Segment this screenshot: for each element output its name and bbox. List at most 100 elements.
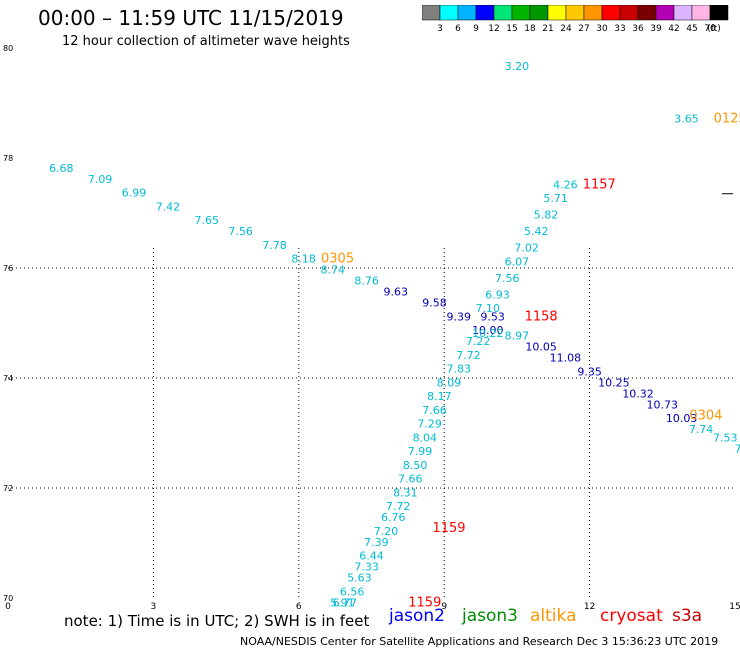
colorbar-label: 6 [455,24,461,34]
wave-height-label: 5.63 [347,572,372,585]
x-tick-label: 3 [151,602,157,612]
legend-jason2: jason2 [389,606,445,626]
credit-line: NOAA/NESDIS Center for Satellite Applica… [240,635,719,648]
colorbar-label: 24 [560,24,572,34]
wave-height-label: 5.42 [524,225,549,238]
colorbar-label: 30 [596,24,608,34]
wave-height-label: 7.65 [194,214,219,227]
wave-height-label: 8.04 [413,431,438,444]
colorbar-label: 15 [506,24,517,34]
wave-height-label: 9.53 [480,310,505,323]
colorbar-label: 39 [650,24,662,34]
y-tick-label: 80 [3,44,13,53]
wave-height-label: 7.29 [417,418,442,431]
wave-height-label: 7.20 [374,525,399,538]
x-tick-label: 9 [441,602,447,612]
wave-height-label: 6.68 [49,162,74,175]
wave-height-label: 6.07 [505,255,530,268]
wave-height-label: 7. [735,442,740,455]
x-tick-label: 12 [584,602,595,612]
wave-height-label: 7.33 [354,561,379,574]
wave-height-label: 7.39 [364,536,389,549]
colorbar-label: 27 [578,24,589,34]
legend-altika: altika [530,606,577,626]
y-tick-label: 74 [3,374,13,383]
colorbar-label: 3 [437,24,443,34]
wave-height-label: 10.32 [622,387,654,400]
wave-height-label: 9.63 [383,286,408,299]
x-tick-label: 15 [729,602,740,612]
colorbar-label: 42 [668,24,679,34]
colorbar-label: 36 [632,24,644,34]
wave-height-label: 7.72 [386,500,411,513]
y-tick-label: 76 [3,264,13,273]
pass-time-label: 0304 [689,408,722,423]
wave-height-label: 8.50 [403,459,428,472]
wave-height-label: 10.25 [598,376,630,389]
wave-height-label: 7.42 [156,200,181,213]
wave-height-label: 7.72 [456,349,481,362]
colorbar-label: 33 [614,24,625,34]
wave-height-label: 8.74 [320,264,345,277]
wave-height-label: 10.00 [472,324,504,337]
colorbar-label: 21 [542,24,553,34]
wave-height-label: 7.53 [713,431,738,444]
wave-height-label: 7.66 [422,404,447,417]
color-scale-bar: 3 6 9 12 15 18 21 24 27 30 33 36 39 42 45 70(ft) [422,5,729,34]
y-tick-label: 70 [3,594,13,603]
wave-height-label: 7.56 [228,225,253,238]
wave-height-label: 8.31 [393,486,418,499]
wave-height-label: 9.58 [422,297,447,310]
wave-height-label: 3.65 [674,112,699,125]
wave-height-label: 7.66 [398,473,423,486]
pass-time-label: 0125 [714,111,740,126]
wave-height-label: 7.56 [495,272,520,285]
pass-time-label: 1159 [432,521,465,536]
wave-height-label: 5.71 [543,192,568,205]
pass-time-label: 1158 [525,309,558,324]
wave-height-label: 6.93 [485,288,510,301]
wave-height-label: 7.22 [466,335,491,348]
x-tick-label: 0 [5,602,11,612]
wave-height-label: 4.26 [553,178,578,191]
wave-height-label: 6.99 [122,187,147,200]
wave-height-label: 10.03 [666,412,698,425]
pass-time-label: 1157 [583,177,616,192]
wave-height-label: 3.20 [505,60,530,73]
wave-height-label: 6.56 [340,585,365,598]
colorbar-label: 70 [704,24,716,34]
colorbar-label: 45 [686,24,697,34]
chart-title: 00:00 – 11:59 UTC 11/15/2019 [38,6,344,30]
y-tick-label: 72 [3,484,13,493]
wave-height-label: 7.09 [88,173,113,186]
wave-height-label: 8.76 [354,275,379,288]
wave-height-label: 7.10 [476,302,501,315]
wave-height-label: 5.91 [330,596,355,609]
wave-height-label: 6.76 [381,511,406,524]
wave-height-label: 6.44 [359,550,384,563]
pass-time-label: 0305 [321,252,354,267]
x-tick-label: 6 [296,602,302,612]
wave-height-label: 7.99 [408,445,433,458]
wave-height-label: 10.73 [647,398,679,411]
legend-s3a: s3a [672,606,703,626]
wave-height-label: 8.17 [427,390,452,403]
legend-cryosat: cryosat [600,606,663,626]
colorbar-label: 12 [488,24,499,34]
wave-height-label: 7.83 [446,363,471,376]
y-tick-label: 78 [3,154,13,163]
wave-height-label: 11.08 [550,352,582,365]
colorbar-label: 9 [473,24,479,34]
colorbar-label: 18 [524,24,536,34]
wave-height-label: 8.97 [505,330,530,343]
wave-height-label: 9.35 [577,365,602,378]
wave-height-label: 8.18 [291,253,316,266]
wave-height-label: 5.82 [534,209,559,222]
wave-height-label: 8.09 [437,376,462,389]
legend-jason3: jason3 [462,606,518,626]
wave-height-label: 7.02 [514,242,539,255]
wave-height-label: 10.05 [525,341,557,354]
colorbar-swatch [709,5,729,21]
chart-subtitle: 12 hour collection of altimeter wave hei… [62,34,350,49]
